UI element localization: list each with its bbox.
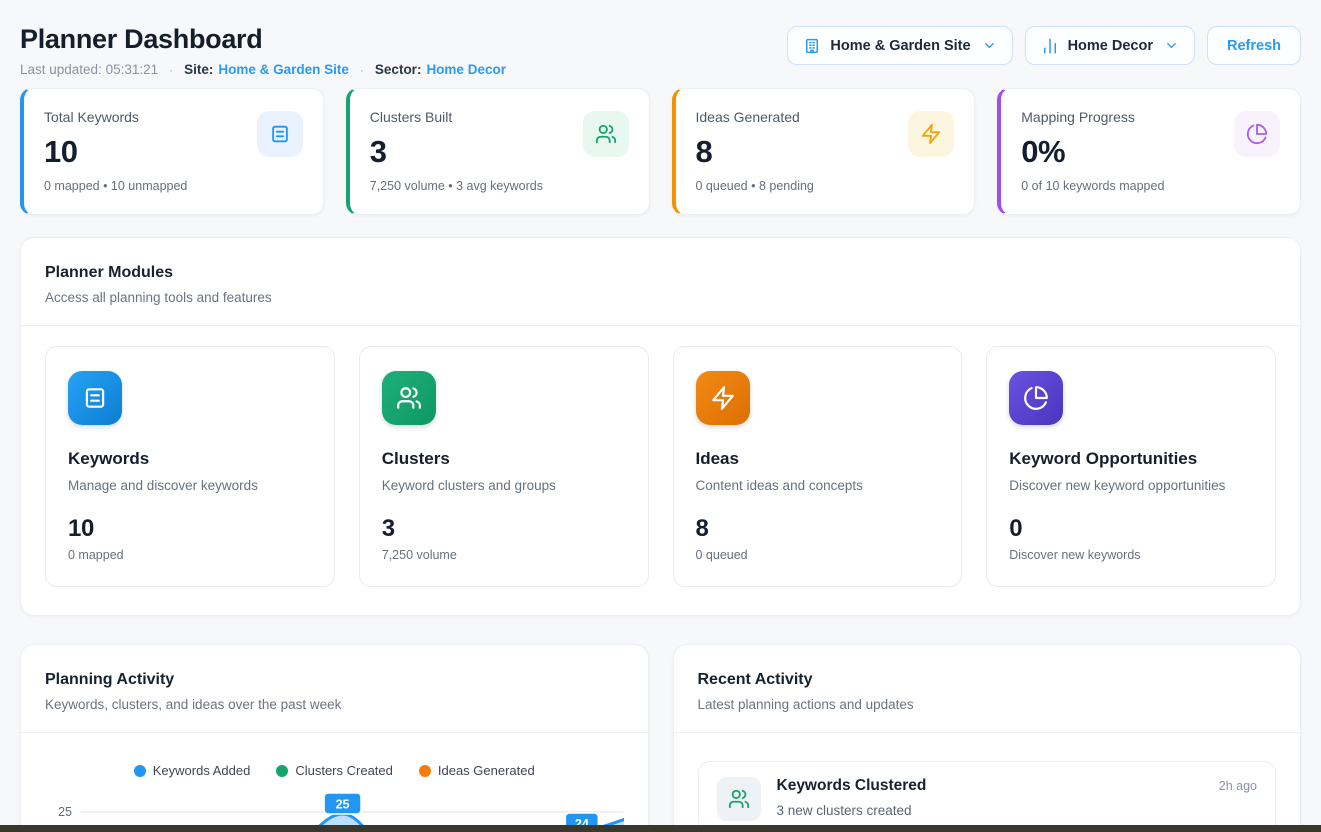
module-sub: 0 queued: [696, 548, 940, 562]
legend-label: Keywords Added: [153, 763, 251, 778]
sector-label: Sector:: [375, 62, 422, 77]
module-desc: Discover new keyword opportunities: [1009, 478, 1253, 493]
recent-activity-panel: Recent Activity Latest planning actions …: [673, 644, 1302, 832]
svg-text:25: 25: [336, 796, 350, 811]
refresh-button[interactable]: Refresh: [1207, 26, 1301, 65]
module-sub: 0 mapped: [68, 548, 312, 562]
module-value: 8: [696, 515, 940, 543]
stat-label: Ideas Generated: [696, 109, 814, 125]
legend-label: Clusters Created: [295, 763, 393, 778]
planning-activity-title: Planning Activity: [45, 671, 624, 689]
users-icon: [583, 111, 629, 157]
sector-link[interactable]: Home Decor: [426, 62, 506, 77]
pie-chart-icon: [1009, 371, 1063, 425]
pie-chart-icon: [1234, 111, 1280, 157]
activity-timestamp: 2h ago: [1219, 779, 1257, 793]
module-card-ideas[interactable]: Ideas Content ideas and concepts 8 0 que…: [673, 346, 963, 587]
legend-dot: [134, 765, 146, 777]
planning-activity-subtitle: Keywords, clusters, and ideas over the p…: [45, 697, 624, 712]
planner-dashboard-page: Planner Dashboard Last updated: 05:31:21…: [0, 0, 1321, 832]
modules-section-subtitle: Access all planning tools and features: [45, 290, 1276, 305]
legend-dot: [419, 765, 431, 777]
module-value: 10: [68, 515, 312, 543]
stat-sub: 0 of 10 keywords mapped: [1021, 179, 1164, 193]
module-sub: Discover new keywords: [1009, 548, 1253, 562]
stat-sub: 0 queued • 8 pending: [696, 179, 814, 193]
activity-chart-area: Keywords Added Clusters Created Ideas Ge…: [21, 733, 648, 832]
stat-value: 8: [696, 134, 814, 170]
header-left: Planner Dashboard Last updated: 05:31:21…: [20, 20, 506, 77]
module-title: Keywords: [68, 449, 312, 469]
stat-label: Clusters Built: [370, 109, 543, 125]
sector-selector-value: Home Decor: [1068, 38, 1153, 54]
document-icon: [257, 111, 303, 157]
document-icon: [68, 371, 122, 425]
planning-activity-panel: Planning Activity Keywords, clusters, an…: [20, 644, 649, 832]
building-icon: [803, 37, 821, 55]
site-selector-dropdown[interactable]: Home & Garden Site: [787, 26, 1012, 65]
header-meta: Last updated: 05:31:21 · Site: Home & Ga…: [20, 62, 506, 77]
site-selector-value: Home & Garden Site: [830, 38, 970, 54]
modules-section-title: Planner Modules: [45, 264, 1276, 282]
activity-feed: Keywords Clustered 2h ago 3 new clusters…: [674, 733, 1301, 832]
bottom-row: Planning Activity Keywords, clusters, an…: [20, 644, 1301, 832]
activity-description: 3 new clusters created: [777, 803, 1258, 818]
stat-label: Total Keywords: [44, 109, 187, 125]
module-desc: Content ideas and concepts: [696, 478, 940, 493]
data-label-25: 25: [324, 793, 361, 814]
users-icon: [382, 371, 436, 425]
recent-activity-subtitle: Latest planning actions and updates: [698, 697, 1277, 712]
users-icon: [717, 777, 761, 821]
header-controls: Home & Garden Site Home Decor Refresh: [787, 26, 1301, 65]
module-value: 0: [1009, 515, 1253, 543]
stat-card-clusters-built: Clusters Built 3 7,250 volume • 3 avg ke…: [346, 88, 650, 215]
stat-card-ideas-generated: Ideas Generated 8 0 queued • 8 pending: [672, 88, 976, 215]
module-desc: Keyword clusters and groups: [382, 478, 626, 493]
zap-icon: [908, 111, 954, 157]
site-link[interactable]: Home & Garden Site: [218, 62, 349, 77]
legend-item-keywords-added: Keywords Added: [134, 763, 251, 778]
stats-row: Total Keywords 10 0 mapped • 10 unmapped…: [20, 88, 1301, 215]
module-title: Keyword Opportunities: [1009, 449, 1253, 469]
chevron-down-icon: [982, 38, 997, 53]
last-updated-text: Last updated: 05:31:21: [20, 62, 158, 77]
stat-sub: 0 mapped • 10 unmapped: [44, 179, 187, 193]
stat-card-total-keywords: Total Keywords 10 0 mapped • 10 unmapped: [20, 88, 324, 215]
activity-title: Keywords Clustered: [777, 777, 927, 795]
modules-grid: Keywords Manage and discover keywords 10…: [21, 326, 1300, 615]
legend-dot: [276, 765, 288, 777]
page-header: Planner Dashboard Last updated: 05:31:21…: [20, 20, 1301, 77]
site-label: Site:: [184, 62, 213, 77]
legend-label: Ideas Generated: [438, 763, 535, 778]
bottom-window-edge: [0, 825, 1321, 832]
chart-legend: Keywords Added Clusters Created Ideas Ge…: [45, 763, 624, 778]
legend-item-clusters-created: Clusters Created: [276, 763, 393, 778]
zap-icon: [696, 371, 750, 425]
stat-value: 10: [44, 134, 187, 170]
module-card-keywords[interactable]: Keywords Manage and discover keywords 10…: [45, 346, 335, 587]
recent-activity-title: Recent Activity: [698, 671, 1277, 689]
module-title: Ideas: [696, 449, 940, 469]
separator-dot: ·: [169, 63, 173, 77]
stat-value: 3: [370, 134, 543, 170]
module-card-clusters[interactable]: Clusters Keyword clusters and groups 3 7…: [359, 346, 649, 587]
chevron-down-icon: [1164, 38, 1179, 53]
module-card-keyword-opportunities[interactable]: Keyword Opportunities Discover new keywo…: [986, 346, 1276, 587]
bar-chart-icon: [1041, 37, 1059, 55]
stat-label: Mapping Progress: [1021, 109, 1164, 125]
page-title: Planner Dashboard: [20, 24, 506, 55]
module-sub: 7,250 volume: [382, 548, 626, 562]
planner-modules-panel: Planner Modules Access all planning tool…: [20, 237, 1301, 616]
separator-dot: ·: [360, 63, 364, 77]
legend-item-ideas-generated: Ideas Generated: [419, 763, 535, 778]
sector-selector-dropdown[interactable]: Home Decor: [1025, 26, 1195, 65]
activity-item-keywords-clustered: Keywords Clustered 2h ago 3 new clusters…: [698, 761, 1277, 832]
module-value: 3: [382, 515, 626, 543]
stat-card-mapping-progress: Mapping Progress 0% 0 of 10 keywords map…: [997, 88, 1301, 215]
module-desc: Manage and discover keywords: [68, 478, 312, 493]
stat-value: 0%: [1021, 134, 1164, 170]
stat-sub: 7,250 volume • 3 avg keywords: [370, 179, 543, 193]
module-title: Clusters: [382, 449, 626, 469]
